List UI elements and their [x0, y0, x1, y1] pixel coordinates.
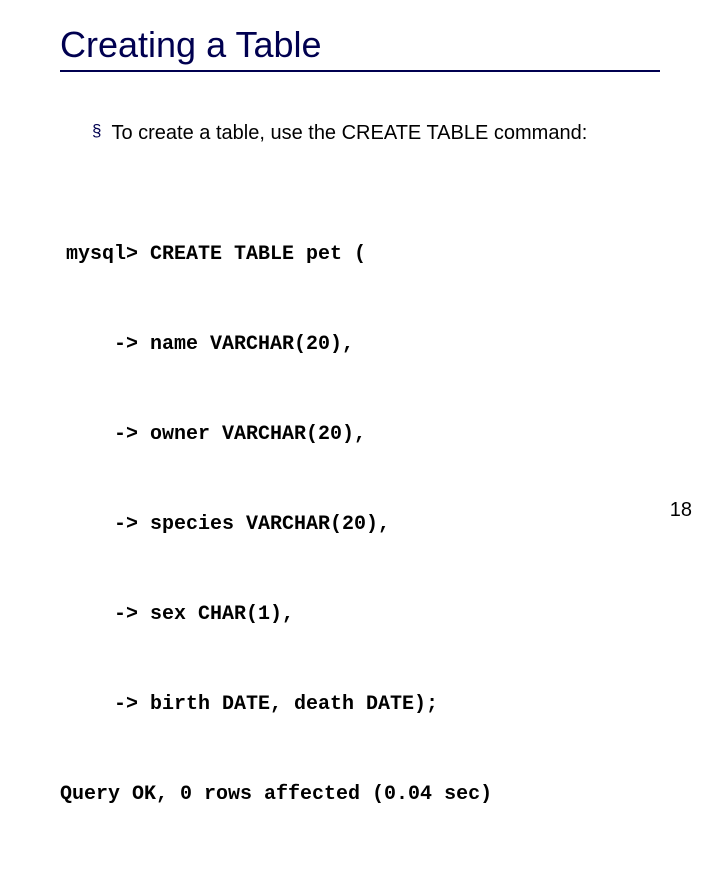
bullet-text: To create a table, use the CREATE TABLE … — [111, 120, 587, 146]
slide-container: Creating a Table § To create a table, us… — [0, 0, 720, 540]
code-content: name VARCHAR(20), — [150, 330, 354, 360]
code-content: sex CHAR(1), — [150, 600, 294, 630]
code-prompt: mysql> — [60, 240, 150, 270]
bullet-item: § To create a table, use the CREATE TABL… — [92, 120, 660, 146]
code-result: Query OK, 0 rows affected (0.04 sec) — [60, 780, 492, 810]
code-line-5: -> birth DATE, death DATE); — [60, 690, 660, 720]
code-line-2: -> owner VARCHAR(20), — [60, 420, 660, 450]
code-line-3: -> species VARCHAR(20), — [60, 510, 660, 540]
code-content: CREATE TABLE pet ( — [150, 240, 366, 270]
page-number: 18 — [670, 499, 692, 522]
code-prompt: -> — [60, 510, 150, 540]
code-line-0: mysql> CREATE TABLE pet ( — [60, 240, 660, 270]
bullet-marker: § — [92, 120, 101, 143]
code-result-line: Query OK, 0 rows affected (0.04 sec) — [60, 780, 660, 810]
code-block: mysql> CREATE TABLE pet ( -> name VARCHA… — [60, 180, 660, 870]
code-line-1: -> name VARCHAR(20), — [60, 330, 660, 360]
bullet-section: § To create a table, use the CREATE TABL… — [60, 120, 660, 146]
slide-title: Creating a Table — [60, 24, 660, 66]
code-prompt: -> — [60, 690, 150, 720]
code-line-4: -> sex CHAR(1), — [60, 600, 660, 630]
code-prompt: -> — [60, 330, 150, 360]
code-content: species VARCHAR(20), — [150, 510, 390, 540]
code-content: owner VARCHAR(20), — [150, 420, 366, 450]
code-prompt: -> — [60, 420, 150, 450]
code-content: birth DATE, death DATE); — [150, 690, 438, 720]
title-underline — [60, 70, 660, 72]
code-prompt: -> — [60, 600, 150, 630]
